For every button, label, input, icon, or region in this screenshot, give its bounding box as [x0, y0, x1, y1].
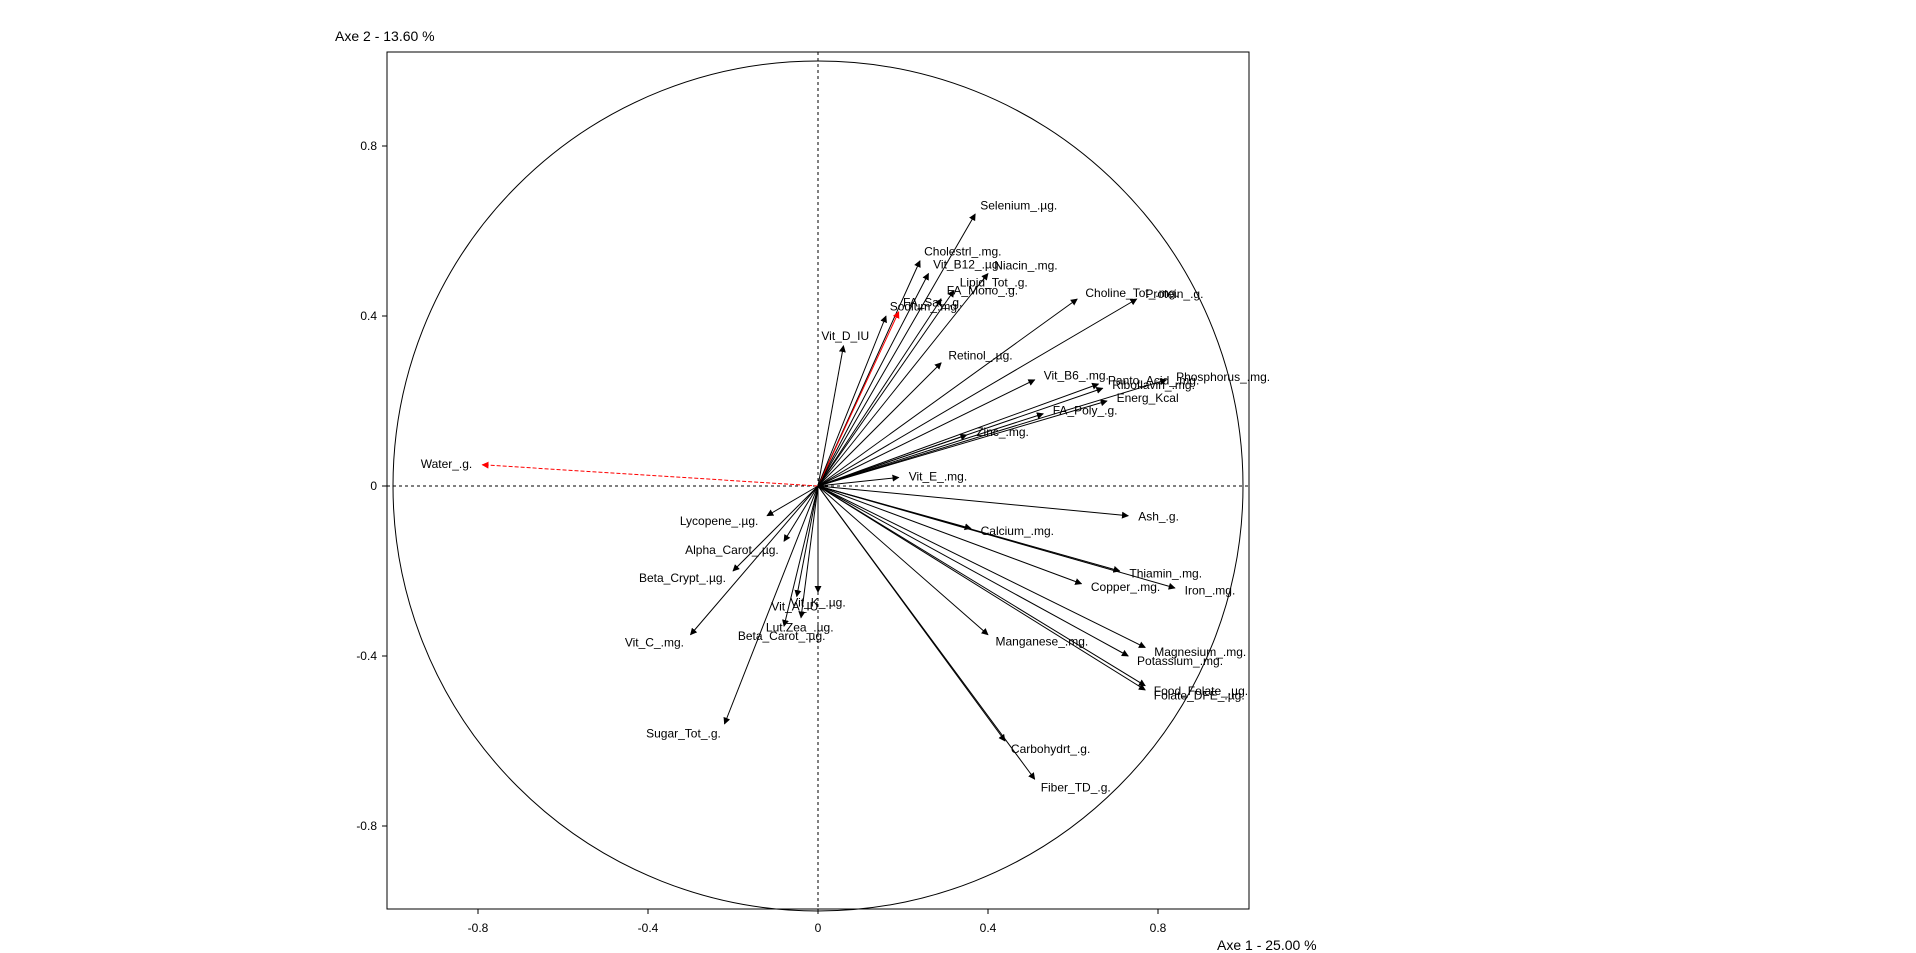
variable-label: Phosphorus_.mg.: [1176, 370, 1270, 384]
variable-label: Ash_.g.: [1138, 510, 1179, 524]
x-tick-label: 0.4: [980, 921, 997, 935]
x-tick-label: 0: [815, 921, 822, 935]
vector-arrow: [766, 485, 819, 517]
variable-label: Fiber_TD_.g.: [1041, 780, 1111, 794]
variable-label: Calcium_.mg.: [981, 524, 1054, 538]
vector-arrow: [817, 345, 846, 487]
vector-arrow: [817, 485, 1146, 691]
vector-arrow: [817, 298, 1078, 487]
variable-label: Panto_Acid_.mg.: [1108, 374, 1199, 388]
variable-label: Food_Folate_.µg.: [1154, 684, 1248, 698]
y-tick-label: 0.4: [360, 309, 377, 323]
variable-label: FA_Mono_.g.: [947, 284, 1018, 298]
vector-arrow: [782, 485, 819, 627]
vector-arrow: [817, 315, 887, 487]
variable-label: Choline_Tot_.mg.: [1085, 286, 1178, 300]
variable-label: Vit_K_.µg.: [790, 595, 845, 609]
labels-layer: Water_.g.Selenium_.µg.Cholestrl_.mg.Vit_…: [421, 198, 1270, 794]
vector-arrow: [817, 213, 976, 487]
variable-label: Potassium_.mg.: [1137, 654, 1223, 668]
vector-arrow: [817, 485, 1129, 657]
variable-label: Cholestrl_.mg.: [924, 245, 1001, 259]
variable-label: Folate_DFE_.µg.: [1154, 688, 1245, 702]
vector-arrow: [817, 272, 989, 487]
vector-arrow: [817, 412, 1044, 487]
axes-layer: [387, 52, 1249, 912]
vector-arrow: [817, 485, 1129, 519]
variable-label: Selenium_.µg.: [980, 198, 1057, 212]
vector-arrow: [732, 485, 819, 572]
variable-label: Vit_E_.mg.: [909, 469, 967, 483]
variable-label: Beta_Crypt_.µg.: [639, 571, 726, 585]
x-tick-label: -0.8: [468, 921, 489, 935]
variable-label: Energ_Kcal: [1117, 391, 1179, 405]
vector-arrow: [817, 485, 1083, 585]
y-tick-label: 0.8: [360, 139, 377, 153]
variable-label: Retinol_.µg.: [948, 349, 1012, 363]
y-tick-label: 0: [370, 479, 377, 493]
variable-label: Magnesium_.mg.: [1154, 645, 1246, 659]
vector-arrow: [817, 485, 1146, 648]
vectors-layer: [481, 213, 1176, 780]
variable-label: Carbohydrt_.g.: [1011, 742, 1090, 756]
variable-label: Lycopene_.µg.: [680, 514, 759, 528]
vector-arrow: [817, 485, 1146, 687]
vector-arrow: [723, 485, 819, 725]
vector-arrow: [817, 382, 1100, 487]
vector-arrow: [690, 485, 819, 636]
variable-label: Alpha_Carot_.µg.: [685, 543, 779, 557]
vector-arrow: [481, 461, 819, 487]
variable-label: Riboflavin_.mg.: [1112, 378, 1195, 392]
variable-label: Vit_D_IU: [821, 329, 869, 343]
vector-arrow: [817, 433, 968, 487]
variable-label: Protein_.g.: [1145, 287, 1203, 301]
vector-arrow: [817, 485, 1036, 780]
vector-arrow: [817, 289, 955, 487]
vector-arrow: [817, 311, 900, 487]
variable-label: Lipid_Tot_.g.: [960, 275, 1028, 289]
variable-label: Lut.Zea_.µg.: [766, 621, 834, 635]
variable-label: Water_.g.: [421, 457, 473, 471]
variable-label: Sodium_.mg.: [890, 300, 961, 314]
variable-label: Copper_.mg.: [1091, 580, 1160, 594]
vector-arrow: [817, 378, 1168, 487]
vector-arrow: [817, 485, 989, 636]
ticks-layer: -0.8 -0.4 0 0.4 0.8 0.8 0.4 0 -0.4 -0.8: [356, 139, 1166, 935]
variable-label: Thiamin_.mg.: [1129, 567, 1202, 581]
variable-label: FA_Sat_.g.: [903, 296, 962, 310]
vector-arrow: [817, 362, 942, 487]
vector-arrow: [817, 485, 1176, 590]
vector-arrow: [794, 485, 819, 598]
vector-arrow: [817, 272, 929, 487]
vector-arrow: [783, 485, 819, 542]
vector-arrow: [798, 485, 819, 619]
vector-arrow: [817, 474, 900, 487]
variable-label: Vit_A_IU: [771, 599, 818, 613]
variable-label: Vit_B6_.mg.: [1044, 368, 1109, 382]
x-tick-label: 0.8: [1150, 921, 1167, 935]
variable-label: Manganese_.mg.: [996, 634, 1089, 648]
y-tick-label: -0.8: [356, 819, 377, 833]
x-tick-label: -0.4: [638, 921, 659, 935]
variable-label: FA_Poly_.g.: [1053, 404, 1118, 418]
variable-label: Vit_C_.mg.: [625, 635, 684, 649]
variable-label: Iron_.mg.: [1185, 584, 1236, 598]
variable-label: Sugar_Tot_.g.: [646, 726, 721, 740]
variable-label: Vit_B12_.µg.: [933, 258, 1002, 272]
y-axis-title: Axe 2 - 13.60 %: [335, 28, 435, 44]
variable-label: Zinc_.mg.: [976, 425, 1029, 439]
vector-arrow: [817, 298, 1138, 487]
vector-arrow: [817, 298, 942, 487]
variable-label: Beta_Carot_.µg.: [738, 629, 826, 643]
vector-arrow: [817, 379, 1036, 487]
vector-arrow: [817, 399, 1108, 487]
variable-label: Niacin_.mg.: [994, 259, 1057, 273]
y-tick-label: -0.4: [356, 649, 377, 663]
